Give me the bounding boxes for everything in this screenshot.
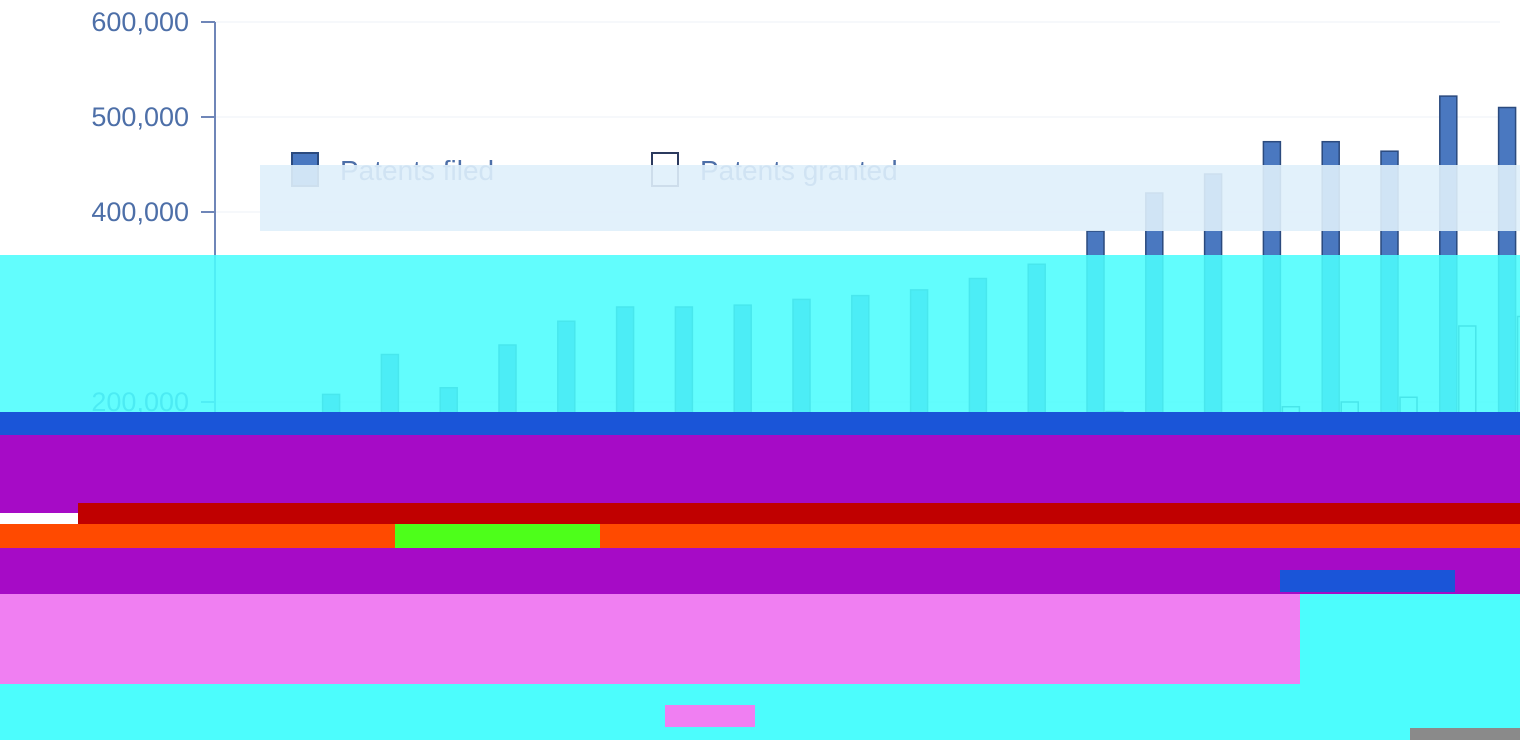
glitch-band-red [78,503,1520,525]
glitch-block-pink-small [665,705,755,727]
glitch-block-gray [1410,728,1520,740]
glitch-band-light [260,165,1520,231]
y-tick-label: 600,000 [91,7,189,37]
glitch-block-blue [1280,570,1455,592]
y-tick-label: 500,000 [91,102,189,132]
glitch-band-orange [0,524,1520,548]
glitch-band-purple [0,435,1520,513]
glitch-band-purple-2 [0,548,1520,594]
glitch-band-cyan [0,255,1520,415]
glitch-band-pink [0,594,1370,684]
glitch-band-green [395,524,600,548]
glitch-overlay [0,165,1520,740]
y-tick-label: 400,000 [91,197,189,227]
glitch-band-cyan-bottom [0,684,1520,740]
glitch-band-cyan-right [1300,594,1520,684]
